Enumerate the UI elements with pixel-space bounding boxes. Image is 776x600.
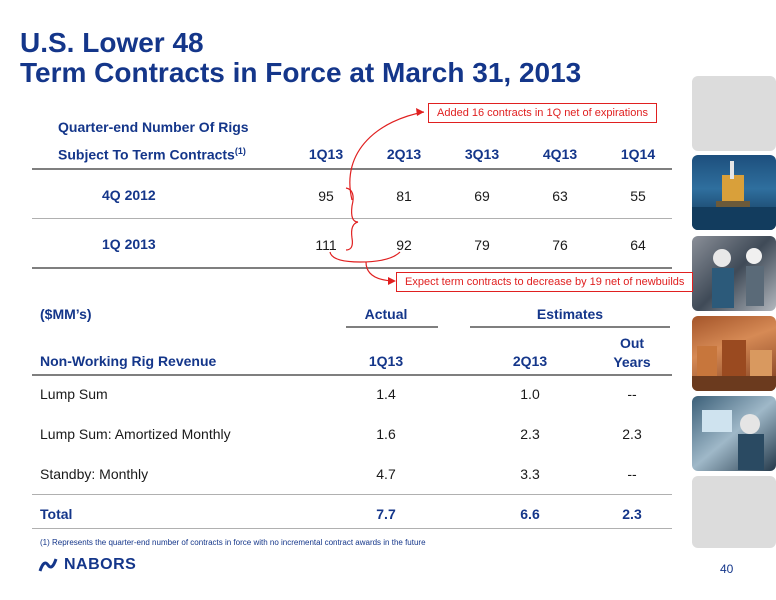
rigs-header-line-1: Quarter-end Number Of Rigs	[58, 119, 249, 135]
col-header-out-years: Out Years	[592, 334, 672, 372]
col-header-2q13: 2Q13	[386, 146, 422, 162]
table-rule	[32, 267, 672, 269]
cell-amortized-1q13: 1.6	[376, 426, 396, 442]
col-header-4q13: 4Q13	[542, 146, 578, 162]
estimates-rule	[470, 326, 670, 328]
cell-4q2012-4q13: 63	[552, 188, 568, 204]
footnote-ref: (1)	[234, 146, 246, 156]
offshore-rig-photo	[692, 155, 776, 230]
row-label-4q2012: 4Q 2012	[102, 187, 156, 203]
cell-1q2013-1q14: 64	[630, 237, 646, 253]
expect-bracket	[329, 251, 401, 263]
estimates-header: Estimates	[536, 306, 604, 322]
cell-1q2013-1q13: 111	[315, 237, 337, 253]
out-years-line-1: Out	[619, 335, 645, 351]
cell-1q2013-4q13: 76	[552, 237, 568, 253]
row-label-standby: Standby: Monthly	[40, 466, 149, 482]
col-header-1q14: 1Q14	[620, 146, 656, 162]
nabors-logo-icon	[38, 558, 58, 572]
cell-standby-2q13: 3.3	[520, 466, 540, 482]
col-header-3q13: 3Q13	[464, 146, 500, 162]
cell-1q2013-3q13: 79	[474, 237, 490, 253]
cell-4q2012-1q14: 55	[630, 188, 646, 204]
col-header-actual-1q13: 1Q13	[368, 353, 404, 369]
actual-rule	[346, 326, 438, 328]
cell-standby-out: --	[627, 466, 637, 482]
cell-total-out: 2.3	[622, 506, 642, 522]
col-header-est-2q13: 2Q13	[512, 353, 548, 369]
cell-1q2013-2q13: 92	[396, 237, 412, 253]
row-label-lump-sum: Lump Sum	[40, 386, 108, 402]
out-years-line-2: Years	[613, 354, 651, 370]
actual-header: Actual	[364, 306, 408, 322]
table-rule	[32, 168, 672, 170]
cell-total-1q13: 7.7	[376, 506, 396, 522]
cell-amortized-out: 2.3	[622, 426, 642, 442]
unit-label: ($MM’s)	[40, 306, 92, 322]
footnote: (1) Represents the quarter-end number of…	[40, 538, 426, 547]
control-room-photo	[692, 396, 776, 471]
nabors-logo: NABORS	[38, 556, 136, 574]
grey-tile	[692, 476, 776, 548]
row-label-amortized: Lump Sum: Amortized Monthly	[40, 426, 231, 442]
col-header-1q13: 1Q13	[308, 146, 344, 162]
total-rule	[32, 494, 672, 495]
title-line-1: U.S. Lower 48	[20, 27, 204, 58]
row-label-1q2013: 1Q 2013	[102, 236, 156, 252]
rig-yard-photo	[692, 316, 776, 391]
row-divider	[32, 218, 672, 219]
expect-arrow	[365, 261, 395, 282]
cell-amortized-2q13: 2.3	[520, 426, 540, 442]
callout-added: Added 16 contracts in 1Q net of expirati…	[428, 103, 657, 123]
revenue-label-header: Non-Working Rig Revenue	[40, 353, 217, 369]
table-rule	[32, 374, 672, 376]
grey-tile	[692, 76, 776, 151]
rigs-header-line-2: Subject To Term Contracts(1)	[58, 146, 246, 163]
expect-arrow-head	[388, 277, 396, 285]
cell-total-2q13: 6.6	[520, 506, 540, 522]
page-number: 40	[720, 562, 734, 576]
bottom-rule	[32, 528, 672, 529]
workers-photo	[692, 236, 776, 311]
cell-lump-sum-1q13: 1.4	[376, 386, 396, 402]
added-arrow-head	[416, 108, 424, 116]
callout-expect: Expect term contracts to decrease by 19 …	[396, 272, 694, 292]
cell-standby-1q13: 4.7	[376, 466, 396, 482]
row-label-total: Total	[40, 506, 73, 522]
slide-title: U.S. Lower 48 Term Contracts in Force at…	[20, 28, 581, 88]
cell-4q2012-2q13: 81	[396, 188, 412, 204]
cell-lump-sum-2q13: 1.0	[520, 386, 540, 402]
logo-text: NABORS	[64, 556, 137, 573]
title-line-2: Term Contracts in Force at March 31, 201…	[20, 57, 582, 88]
cell-4q2012-1q13: 95	[318, 188, 334, 204]
cell-lump-sum-out: --	[627, 386, 637, 402]
cell-4q2012-3q13: 69	[474, 188, 490, 204]
